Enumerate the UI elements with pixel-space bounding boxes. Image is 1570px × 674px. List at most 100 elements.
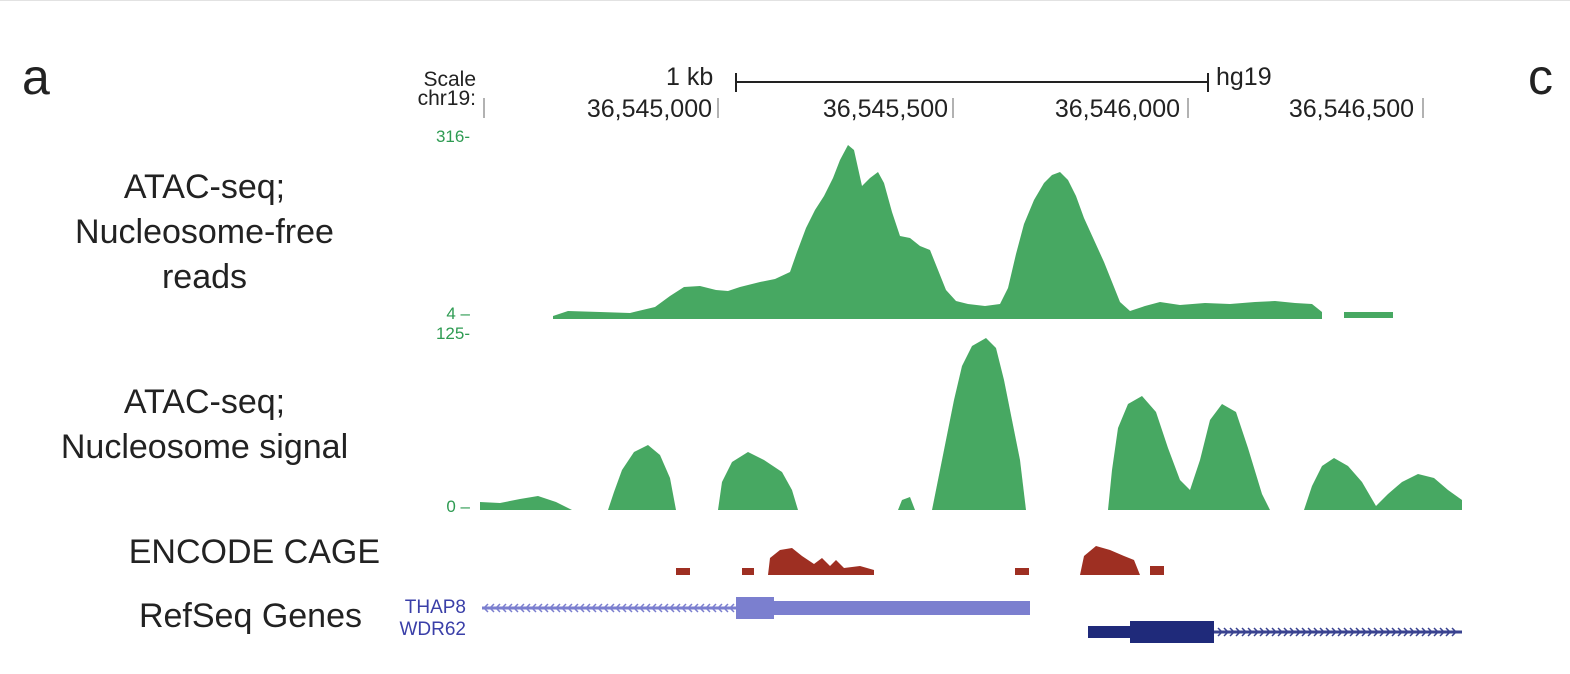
strand-chevron — [488, 603, 495, 613]
strand-chevron — [686, 603, 693, 613]
coord-label: 36,546,000 — [1054, 95, 1180, 123]
cage-block — [1080, 546, 1140, 575]
strand-chevron — [560, 603, 567, 613]
strand-chevron — [1367, 627, 1374, 637]
strand-chevron — [1385, 627, 1392, 637]
strand-chevron — [1289, 627, 1296, 637]
cage-block — [742, 568, 754, 575]
strand-chevron — [530, 603, 537, 613]
strand-chevron — [1433, 627, 1440, 637]
strand-chevron — [1343, 627, 1350, 637]
signal-peak — [932, 338, 1026, 510]
strand-chevron — [1277, 627, 1284, 637]
track-label-line: Nucleosome signal — [60, 428, 349, 466]
strand-chevron — [620, 603, 627, 613]
strand-chevron — [1361, 627, 1368, 637]
strand-chevron — [542, 603, 549, 613]
axis-min-nucleosome-signal: 0 – — [446, 497, 470, 516]
strand-chevron — [1445, 627, 1452, 637]
strand-chevron — [1337, 627, 1344, 637]
strand-chevron — [674, 603, 681, 613]
strand-chevron — [1301, 627, 1308, 637]
strand-chevron — [668, 603, 675, 613]
strand-chevron — [1325, 627, 1332, 637]
strand-chevron — [1307, 627, 1314, 637]
strand-chevron — [692, 603, 699, 613]
strand-chevron — [728, 603, 735, 613]
strand-chevron — [1373, 627, 1380, 637]
nucleosome-free-coverage-tail — [1344, 312, 1393, 318]
coord-label: 36,546,500 — [1288, 95, 1414, 123]
coordinate-ticks — [483, 98, 1424, 118]
strand-chevron — [596, 603, 603, 613]
strand-chevron — [1451, 627, 1458, 637]
strand-chevron — [656, 603, 663, 613]
strand-chevron — [1439, 627, 1446, 637]
strand-chevron — [584, 603, 591, 613]
strand-chevron — [626, 603, 633, 613]
strand-chevron — [1229, 627, 1236, 637]
signal-peak — [1304, 458, 1462, 510]
strand-chevron — [716, 603, 723, 613]
strand-chevron — [1331, 627, 1338, 637]
strand-chevron — [1379, 627, 1386, 637]
strand-chevron — [722, 603, 729, 613]
strand-chevron — [518, 603, 525, 613]
strand-chevron — [632, 603, 639, 613]
strand-chevron — [704, 603, 711, 613]
track-label-line: reads — [161, 258, 248, 296]
strand-chevron — [1265, 627, 1272, 637]
signal-peak — [480, 496, 572, 510]
strand-chevron — [506, 603, 513, 613]
gene-model-wdr62 — [1088, 621, 1462, 643]
strand-chevron — [662, 603, 669, 613]
strand-chevron — [1397, 627, 1404, 637]
strand-chevron — [1415, 627, 1422, 637]
strand-chevron — [494, 603, 501, 613]
nucleosome-free-coverage — [553, 145, 1322, 319]
track-label-line: ATAC-seq; — [123, 168, 286, 206]
cage-signal — [676, 546, 1164, 575]
nucleosome-signal-coverage — [480, 338, 1462, 510]
strand-chevron — [1217, 627, 1224, 637]
strand-chevron — [1235, 627, 1242, 637]
strand-chevron — [1253, 627, 1260, 637]
strand-chevron — [512, 603, 519, 613]
track-label-nucleosome-signal: ATAC-seq; Nucleosome signal — [22, 380, 387, 470]
strand-chevron — [1403, 627, 1410, 637]
panel-label-a: a — [22, 49, 50, 105]
assembly-label: hg19 — [1216, 63, 1272, 91]
strand-chevron — [482, 603, 489, 613]
track-label-nucleosome-free: ATAC-seq; Nucleosome-free reads — [22, 165, 387, 300]
strand-chevron — [1259, 627, 1266, 637]
strand-chevron — [698, 603, 705, 613]
strand-chevron — [1421, 627, 1428, 637]
signal-peak — [608, 445, 676, 510]
strand-chevron — [1349, 627, 1356, 637]
strand-chevron — [638, 603, 645, 613]
signal-peak — [1108, 396, 1270, 510]
strand-chevron — [548, 603, 555, 613]
strand-chevron — [590, 603, 597, 613]
strand-chevron — [614, 603, 621, 613]
strand-chevron — [602, 603, 609, 613]
strand-chevron — [608, 603, 615, 613]
strand-chevron — [710, 603, 717, 613]
scale-bar — [735, 73, 1209, 92]
axis-max-nucleosome-signal: 125- — [435, 324, 470, 343]
strand-chevron — [1247, 627, 1254, 637]
strand-chevron — [536, 603, 543, 613]
track-label-line: Nucleosome-free — [75, 213, 334, 251]
signal-peak — [718, 452, 798, 510]
cage-block — [768, 548, 874, 575]
strand-chevron — [680, 603, 687, 613]
scale-bar-label: 1 kb — [666, 63, 714, 91]
strand-chevron — [500, 603, 507, 613]
track-label-cage: ENCODE CAGE — [128, 533, 380, 571]
strand-chevron — [1313, 627, 1320, 637]
gene-model-thap8 — [482, 597, 1030, 619]
strand-chevron — [554, 603, 561, 613]
top-border — [0, 0, 1570, 1]
strand-chevron — [1319, 627, 1326, 637]
